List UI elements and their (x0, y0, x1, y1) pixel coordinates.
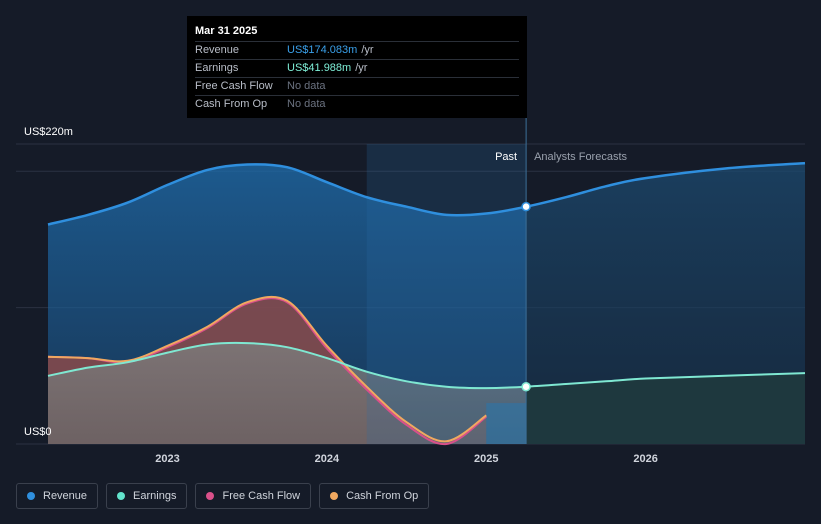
tooltip-value: US$174.083m (287, 44, 358, 56)
tooltip-row-cash-from-op: Cash From Op No data (195, 95, 519, 113)
legend-label: Cash From Op (346, 490, 419, 502)
x-tick-label: 2025 (474, 453, 498, 465)
legend-item-free-cash-flow[interactable]: Free Cash Flow (195, 483, 312, 509)
tooltip-label: Earnings (195, 62, 239, 74)
past-label: Past (495, 151, 517, 163)
legend-label: Revenue (43, 490, 88, 502)
legend-label: Earnings (133, 490, 177, 502)
tooltip-row-earnings: Earnings US$41.988m /yr (195, 59, 519, 77)
x-tick-label: 2024 (315, 453, 340, 465)
past-highlight-band (366, 144, 527, 444)
forecast-label: Analysts Forecasts (534, 151, 627, 163)
marker-earnings (521, 381, 531, 392)
cash-from-op-line (47, 295, 487, 443)
tooltip-value: No data (287, 80, 326, 92)
chart-legend: Revenue Earnings Free Cash Flow Cash Fro… (16, 483, 430, 509)
legend-label: Free Cash Flow (222, 490, 301, 502)
earnings-area-forecast (526, 373, 805, 444)
earnings-line (47, 341, 806, 390)
earnings-area-past (48, 342, 527, 444)
legend-dot-icon (330, 492, 339, 500)
legend-item-revenue[interactable]: Revenue (16, 483, 99, 509)
legend-dot-icon (27, 492, 35, 500)
tooltip-label: Revenue (195, 44, 240, 56)
past-highlight-band-lower (486, 403, 527, 444)
revenue-line (47, 161, 806, 226)
tooltip-unit: /yr (355, 62, 368, 74)
legend-item-earnings[interactable]: Earnings (106, 483, 188, 509)
marker-revenue (521, 201, 531, 212)
tooltip-label: Cash From Op (195, 98, 268, 110)
tooltip-value: US$41.988m (287, 62, 352, 74)
legend-dot-icon (117, 492, 126, 500)
revenue-area-forecast (526, 163, 805, 444)
chart-tooltip: Mar 31 2025 Revenue US$174.083m /yr Earn… (187, 16, 527, 118)
legend-item-cash-from-op[interactable]: Cash From Op (319, 483, 430, 509)
tooltip-value: No data (287, 98, 326, 110)
tooltip-date: Mar 31 2025 (195, 25, 258, 37)
y-axis-min-label: US$0 (24, 426, 52, 438)
tooltip-unit: /yr (361, 44, 374, 56)
tooltip-row-free-cash-flow: Free Cash Flow No data (195, 77, 519, 95)
tooltip-label: Free Cash Flow (195, 80, 273, 92)
x-tick-label: 2023 (155, 453, 179, 465)
x-tick-label: 2026 (633, 453, 657, 465)
tooltip-row-revenue: Revenue US$174.083m /yr (195, 41, 519, 59)
y-axis-max-label: US$220m (24, 126, 73, 138)
legend-dot-icon (206, 492, 215, 500)
